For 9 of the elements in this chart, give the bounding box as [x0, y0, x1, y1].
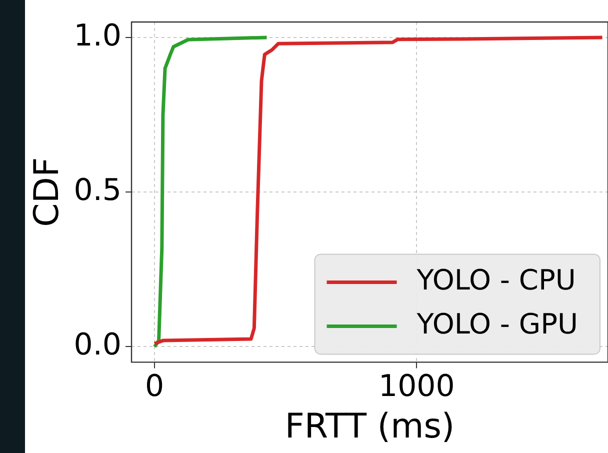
y-tick-label: 0.5 — [74, 172, 122, 208]
y-axis-title: CDF — [27, 157, 68, 227]
legend-label: YOLO - GPU — [416, 307, 578, 340]
legend-label: YOLO - CPU — [416, 263, 576, 296]
x-axis-title: FRTT (ms) — [284, 406, 455, 446]
x-tick-label: 0 — [145, 368, 164, 404]
y-tick-label: 1.0 — [74, 18, 122, 54]
y-tick-label: 0.0 — [74, 328, 122, 363]
x-tick-label: 1000 — [378, 368, 455, 404]
